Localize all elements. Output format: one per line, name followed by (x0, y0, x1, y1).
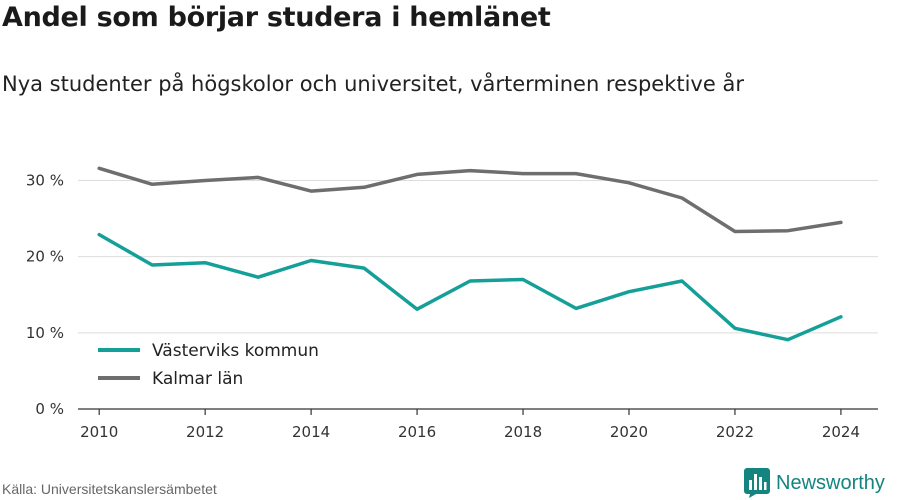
x-tick-label: 2010 (80, 423, 118, 441)
line-chart: 0 % 10 % 20 % 30 % 2010 2012 2014 2016 2018 2020 2… (26, 166, 878, 441)
legend-label: Kalmar län (152, 369, 243, 389)
x-tick-label: 2020 (610, 423, 648, 441)
x-tick-label: 2018 (504, 423, 542, 441)
gridlines (78, 179, 878, 334)
y-tick-label: 10 % (26, 324, 64, 342)
y-tick-label: 0 % (35, 400, 64, 418)
x-tick-label: 2014 (292, 423, 330, 441)
y-tick-label: 20 % (26, 248, 64, 266)
chart-subtitle: Nya studenter på högskolor och universit… (2, 72, 744, 96)
bar-chart-logo-icon (744, 468, 770, 498)
legend: Västerviks kommun Kalmar län (98, 341, 319, 389)
x-tick-label: 2022 (716, 423, 754, 441)
y-tick-label: 30 % (26, 171, 64, 189)
x-tick-label: 2012 (186, 423, 224, 441)
chart-title: Andel som börjar studera i hemlänet (2, 2, 551, 33)
source-note: Källa: Universitetskanslersämbetet (2, 481, 217, 497)
axes: 0 % 10 % 20 % 30 % 2010 2012 2014 2016 2018 2020 2… (26, 171, 878, 441)
x-tick-label: 2016 (398, 423, 436, 441)
brand-name: Newsworthy (776, 471, 885, 494)
series-lines (97, 166, 843, 342)
legend-label: Västerviks kommun (152, 341, 319, 361)
x-tick-label: 2024 (822, 423, 860, 441)
series-line-0 (97, 232, 843, 342)
brand-logo: Newsworthy (744, 468, 885, 498)
series-line-1 (97, 166, 843, 234)
